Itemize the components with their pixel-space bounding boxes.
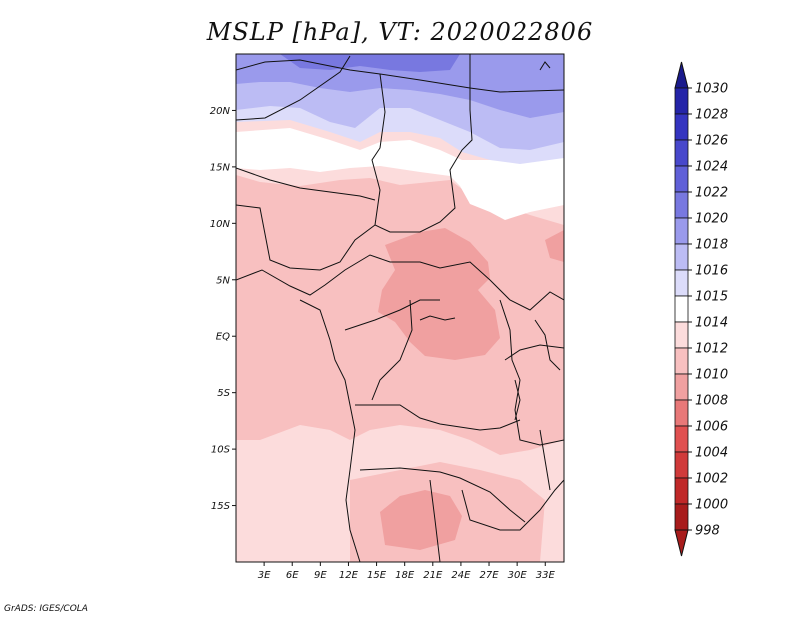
- colorbar-swatch: [674, 399, 689, 427]
- colorbar-swatch: [674, 373, 689, 401]
- lon-tick-label: 15E: [367, 570, 387, 581]
- colorbar-label: 1022: [695, 186, 728, 201]
- field-1008-central: [378, 228, 500, 360]
- colorbar-swatch: [674, 139, 689, 167]
- lat-tick-label: 5S: [217, 388, 230, 399]
- map-title: MSLP [hPa], VT: 2020022806: [206, 18, 594, 46]
- lon-tick-label: 21E: [423, 570, 443, 581]
- colorbar-swatch: [674, 191, 689, 219]
- lon-tick-label: 27E: [480, 570, 500, 581]
- colorbar-label: 1028: [695, 108, 728, 123]
- colorbar-label: 1018: [695, 238, 728, 253]
- lon-tick-label: 12E: [339, 570, 359, 581]
- colorbar-label: 1026: [695, 134, 728, 149]
- latitude-axis: 20N 15N 10N 5N EQ 5S 10S 15S: [210, 106, 236, 512]
- colorbar-label: 1014: [695, 316, 728, 331]
- colorbar-bottom-arrow: [674, 529, 689, 557]
- colorbar-swatch: [674, 243, 689, 271]
- colorbar: 1030 1028 1026 1024 1022 1020 1018 1016 1015 1014…: [674, 61, 728, 557]
- field-1008-south: [380, 490, 462, 550]
- colorbar-label: 1024: [695, 160, 728, 175]
- lon-tick-label: 33E: [536, 570, 556, 581]
- colorbar-label: 1000: [695, 498, 728, 513]
- borders: [236, 54, 564, 562]
- field-1008-east: [545, 230, 564, 262]
- colorbar-label: 1006: [695, 420, 728, 435]
- field-1014-region: [236, 128, 564, 220]
- colorbar-label: 1008: [695, 394, 728, 409]
- colorbar-swatch: [674, 269, 689, 297]
- credit-label: GrADS: IGES/COLA: [4, 604, 88, 614]
- lat-tick-label: 5N: [216, 275, 230, 286]
- colorbar-label: 1002: [695, 472, 728, 487]
- colorbar-swatch: [674, 477, 689, 505]
- colorbar-swatch: [674, 87, 689, 115]
- lat-tick-label: 20N: [210, 106, 231, 117]
- colorbar-label: 1020: [695, 212, 728, 227]
- colorbar-swatch: [674, 321, 689, 349]
- lat-tick-label: 15S: [211, 501, 231, 512]
- lon-tick-label: 18E: [395, 570, 415, 581]
- lon-tick-label: 30E: [508, 570, 528, 581]
- colorbar-swatch: [674, 451, 689, 479]
- map-frame: [235, 53, 565, 563]
- colorbar-swatch: [674, 295, 689, 323]
- colorbar-swatch: [674, 425, 689, 453]
- colorbar-label: 1015: [695, 290, 728, 305]
- field-1020-region: [280, 54, 460, 72]
- lat-tick-label: 10N: [210, 219, 231, 230]
- colorbar-label: 1004: [695, 446, 728, 461]
- lat-tick-label: EQ: [216, 332, 230, 343]
- pressure-field: [236, 54, 564, 562]
- colorbar-swatch: [674, 113, 689, 141]
- lon-tick-label: 3E: [258, 570, 271, 581]
- colorbar-swatch: [674, 217, 689, 245]
- lat-tick-label: 10S: [211, 445, 231, 456]
- lon-tick-label: 9E: [314, 570, 327, 581]
- lon-tick-label: 6E: [286, 570, 299, 581]
- lon-tick-label: 24E: [451, 570, 471, 581]
- colorbar-label: 1012: [695, 342, 728, 357]
- colorbar-label: 998: [695, 524, 720, 539]
- colorbar-label: 1016: [695, 264, 728, 279]
- colorbar-swatch: [674, 165, 689, 193]
- colorbar-top-arrow: [674, 61, 689, 89]
- lat-tick-label: 15N: [210, 162, 231, 173]
- colorbar-label: 1010: [695, 368, 728, 383]
- colorbar-label: 1030: [695, 82, 728, 97]
- longitude-axis: 3E 6E 9E 12E 15E 18E 21E 24E 27E 30E 33E: [258, 562, 556, 581]
- field-1018-region: [236, 54, 564, 118]
- colorbar-swatch: [674, 503, 689, 531]
- colorbar-swatch: [674, 347, 689, 375]
